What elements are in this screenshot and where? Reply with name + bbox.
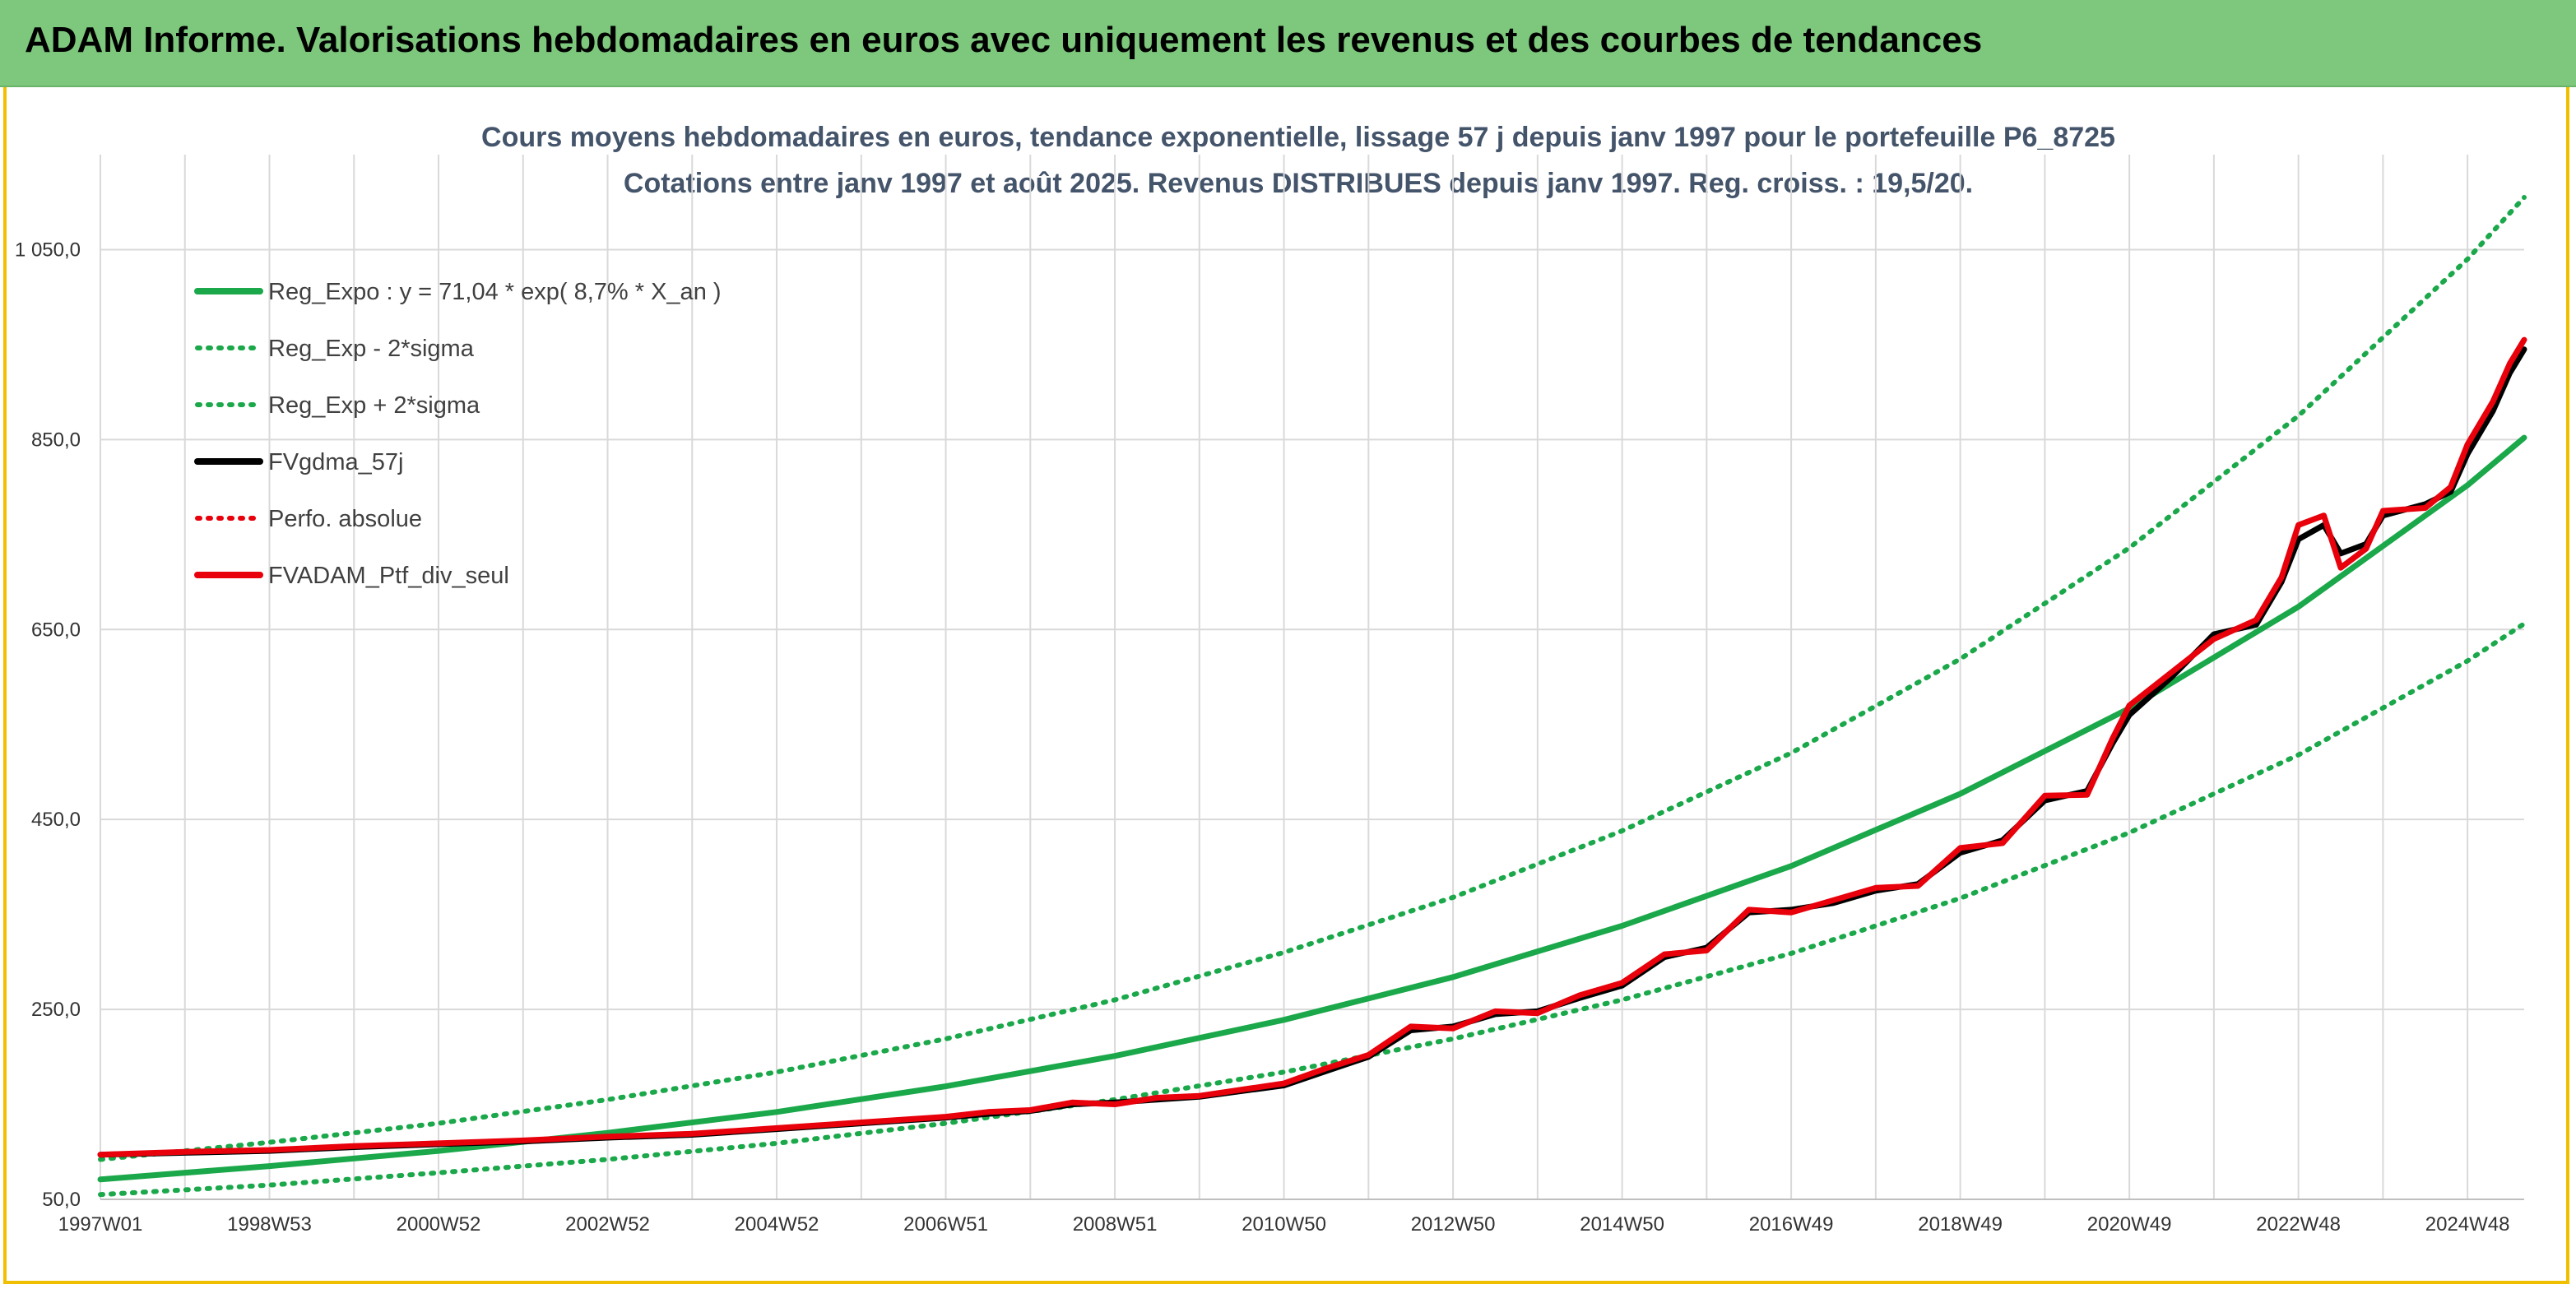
x-tick-label: 2006W51 <box>903 1213 988 1236</box>
series-line-4 <box>97 336 2527 1158</box>
chart-title-line-2: Cotations entre janv 1997 et août 2025. … <box>624 168 1973 199</box>
y-tick-label: 50,0 <box>42 1189 81 1211</box>
legend-label: Reg_Exp + 2*sigma <box>268 392 480 419</box>
legend: Reg_Expo : y = 71,04 * exp( 8,7% * X_an … <box>194 279 722 589</box>
x-axis: 1997W01 1998W53 2000W52 2002W52 2004W52 2006W… <box>58 1199 2524 1236</box>
y-axis: 50,0 250,0 450,0 650,0 850,0 1 050,0 <box>15 239 81 1211</box>
series-lines <box>97 195 2527 1198</box>
series-line-1 <box>98 621 2527 1198</box>
y-tick-label: 1 050,0 <box>15 239 81 261</box>
legend-label: Reg_Exp - 2*sigma <box>268 336 475 362</box>
x-tick-label: 2012W50 <box>1411 1213 1496 1236</box>
series-line-2 <box>98 195 2527 1162</box>
x-tick-label: 2022W48 <box>2256 1213 2341 1236</box>
legend-label: Perfo. absolue <box>268 506 422 532</box>
x-tick-label: 2010W50 <box>1242 1213 1326 1236</box>
x-tick-label: 2024W48 <box>2425 1213 2510 1236</box>
x-tick-label: 2018W49 <box>1918 1213 2003 1236</box>
header-bar: ADAM Informe. Valorisations hebdomadaire… <box>0 0 2576 87</box>
chart-frame <box>3 87 2569 1284</box>
x-tick-label: 2004W52 <box>735 1213 819 1236</box>
x-tick-label: 1998W53 <box>227 1213 312 1236</box>
legend-label: FVADAM_Ptf_div_seul <box>268 563 509 589</box>
x-tick-label: 2002W52 <box>565 1213 650 1236</box>
page-title: ADAM Informe. Valorisations hebdomadaire… <box>25 20 1983 60</box>
x-tick-label: 2016W49 <box>1749 1213 1834 1236</box>
legend-label: FVgdma_57j <box>268 449 403 475</box>
legend-label: Reg_Expo : y = 71,04 * exp( 8,7% * X_an … <box>268 279 722 305</box>
x-tick-label: 2020W49 <box>2087 1213 2172 1236</box>
x-tick-label: 2008W51 <box>1073 1213 1158 1236</box>
y-tick-label: 850,0 <box>31 429 81 451</box>
x-tick-label: 1997W01 <box>58 1213 143 1236</box>
series-line-3 <box>97 346 2527 1158</box>
x-tick-label: 2014W50 <box>1580 1213 1664 1236</box>
y-tick-label: 250,0 <box>31 999 81 1021</box>
grid <box>100 155 2524 1200</box>
chart-title-line-1: Cours moyens hebdomadaires en euros, ten… <box>481 122 2115 153</box>
x-tick-label: 2000W52 <box>397 1213 481 1236</box>
y-tick-label: 450,0 <box>31 809 81 831</box>
y-tick-label: 650,0 <box>31 619 81 641</box>
